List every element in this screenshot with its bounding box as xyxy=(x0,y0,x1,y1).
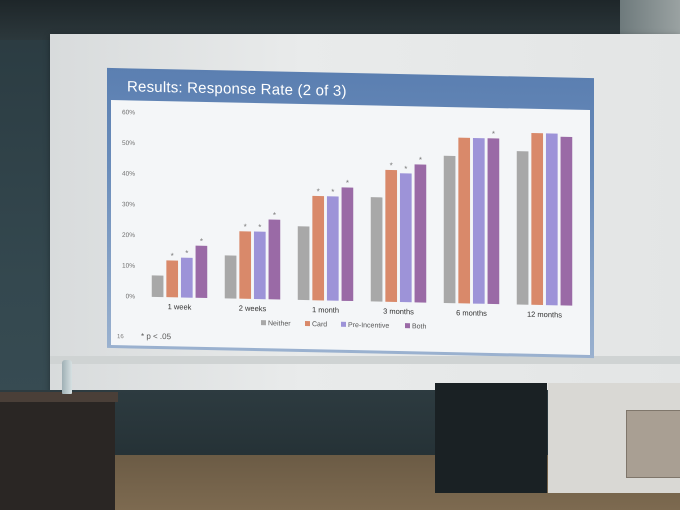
bar-card-2-weeks xyxy=(239,231,252,299)
chart-legend: Neither Card Pre-Incentive Both xyxy=(261,320,427,331)
projection-screen-bottom-bar xyxy=(50,356,680,364)
significance-star: * xyxy=(346,178,349,187)
wall-box xyxy=(626,410,680,478)
bar-neither-3-months xyxy=(370,197,383,302)
significance-markers: * * * * * * * * * * * * * xyxy=(171,129,495,260)
bar-pre-incentive-6-months xyxy=(472,137,485,304)
presentation-slide: Results: Response Rate (2 of 3) 0% 10% 20%… xyxy=(107,67,594,359)
chart-plot-area: 0% 10% 20% 30% 40% 50% 60% * * * * * * * * * * * * * 1 wee… xyxy=(111,99,590,356)
bar-marks xyxy=(151,133,573,306)
x-tick-label: 3 months xyxy=(383,307,414,317)
desk xyxy=(0,392,115,510)
significance-star: * xyxy=(492,129,495,138)
bar-card-12-months xyxy=(531,133,544,306)
legend-label: Pre-Incentive xyxy=(348,322,389,330)
slide-page-number: 16 xyxy=(117,334,124,340)
bar-both-6-months xyxy=(487,138,500,305)
significance-star: * xyxy=(404,164,407,173)
bar-both-3-months xyxy=(414,164,427,303)
significance-star: * xyxy=(419,155,422,164)
legend-label: Card xyxy=(312,321,327,328)
bar-neither-6-months xyxy=(443,155,456,304)
bar-pre-incentive-3-months xyxy=(399,173,412,303)
y-tick-label: 10% xyxy=(122,263,135,270)
significance-star: * xyxy=(200,237,203,246)
bar-both-2-weeks xyxy=(268,219,281,300)
bar-pre-incentive-1-week xyxy=(180,257,193,298)
bar-pre-incentive-12-months xyxy=(545,133,558,306)
legend-label: Neither xyxy=(268,320,291,327)
ceiling xyxy=(0,0,680,40)
bar-card-1-week xyxy=(166,260,179,298)
legend-swatch xyxy=(305,321,310,327)
bar-neither-2-weeks xyxy=(224,255,237,299)
bar-card-6-months xyxy=(458,137,471,304)
y-tick-label: 50% xyxy=(122,140,135,147)
bar-neither-1-week xyxy=(151,275,164,298)
x-tick-label: 2 weeks xyxy=(239,304,267,314)
bar-pre-incentive-1-month xyxy=(326,196,339,301)
legend-swatch xyxy=(405,323,410,329)
bar-both-1-week xyxy=(195,245,208,298)
legend-label: Both xyxy=(412,323,427,330)
doorway xyxy=(435,383,547,493)
slide-title: Results: Response Rate (2 of 3) xyxy=(127,78,347,100)
legend-swatch xyxy=(341,321,346,327)
y-axis: 0% 10% 20% 30% 40% 50% 60% xyxy=(122,109,135,300)
bar-pre-incentive-2-weeks xyxy=(253,231,266,300)
significance-star: * xyxy=(331,187,334,196)
legend-swatch xyxy=(261,320,266,326)
response-rate-chart: 0% 10% 20% 30% 40% 50% 60% * * * * * * * * * * * * * 1 wee… xyxy=(117,109,573,342)
bar-card-1-month xyxy=(312,195,325,301)
bar-card-3-months xyxy=(385,169,398,302)
y-tick-label: 30% xyxy=(122,201,135,208)
bar-neither-12-months xyxy=(516,151,529,305)
bar-neither-1-month xyxy=(297,226,310,301)
significance-star: * xyxy=(317,187,320,196)
y-tick-label: 40% xyxy=(122,171,135,178)
x-tick-label: 1 month xyxy=(312,305,339,315)
x-axis: 1 week 2 weeks 1 month 3 months 6 months 12 m… xyxy=(168,302,563,319)
significance-star: * xyxy=(273,211,276,220)
significance-star: * xyxy=(390,161,393,170)
significance-star: * xyxy=(244,222,247,231)
y-tick-label: 0% xyxy=(126,293,136,300)
significance-star: * xyxy=(258,223,261,232)
desk-top xyxy=(0,392,118,402)
significance-star: * xyxy=(185,249,188,258)
bar-both-12-months xyxy=(560,136,573,306)
significance-star: * xyxy=(171,251,174,260)
x-tick-label: 6 months xyxy=(456,308,487,318)
bar-both-1-month xyxy=(341,187,354,302)
x-tick-label: 12 months xyxy=(527,310,562,320)
significance-footnote: * p < .05 xyxy=(141,332,172,342)
x-tick-label: 1 week xyxy=(168,302,192,312)
y-tick-label: 60% xyxy=(122,109,135,116)
water-bottle xyxy=(62,360,72,394)
y-tick-label: 20% xyxy=(122,232,135,239)
